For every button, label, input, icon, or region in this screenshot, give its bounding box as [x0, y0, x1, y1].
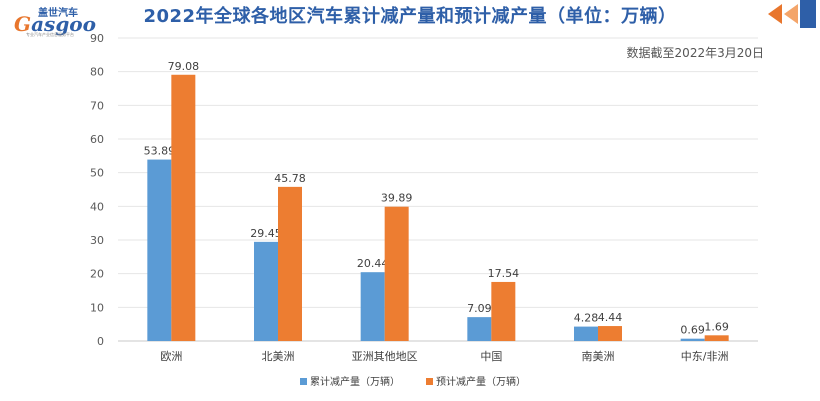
chart-title: 2022年全球各地区汽车累计减产量和预计减产量（单位：万辆） — [143, 6, 677, 27]
data-label: 53.89 — [144, 145, 176, 158]
data-label: 4.28 — [574, 312, 599, 325]
y-tick-label: 40 — [90, 200, 104, 213]
data-label: 4.44 — [598, 311, 623, 324]
x-tick-label: 中国 — [480, 350, 502, 363]
data-label: 0.69 — [680, 324, 705, 337]
data-label: 17.54 — [488, 267, 520, 280]
gasgoo-logo: 盖世汽车 Gasgoo 专业汽车产业信息服务平台 — [12, 4, 102, 38]
bar — [491, 281, 516, 341]
x-tick-label: 中东/非洲 — [681, 350, 729, 363]
y-tick-label: 70 — [90, 99, 104, 112]
y-tick-label: 90 — [90, 32, 104, 45]
y-tick-label: 80 — [90, 66, 104, 79]
logo-chinese-text: 盖世汽车 — [38, 8, 78, 19]
y-tick-label: 60 — [90, 133, 104, 146]
bar — [254, 241, 278, 341]
legend-swatch — [300, 378, 307, 385]
data-label: 79.08 — [168, 60, 200, 73]
bar — [278, 186, 302, 341]
x-tick-label: 北美洲 — [262, 350, 295, 363]
legend-label: 预计减产量（万辆） — [436, 375, 526, 388]
bar — [574, 326, 598, 341]
bar — [704, 335, 729, 341]
bar — [360, 272, 385, 341]
data-label: 1.69 — [704, 320, 729, 333]
data-label: 45.78 — [274, 172, 306, 185]
y-tick-label: 0 — [97, 335, 104, 348]
data-label: 39.89 — [381, 192, 413, 205]
data-date-note: 数据截至2022年3月20日 — [626, 46, 764, 60]
bar — [147, 159, 172, 341]
logo-tagline: 专业汽车产业信息服务平台 — [26, 32, 74, 37]
x-tick-label: 欧洲 — [160, 350, 182, 363]
bar — [171, 74, 196, 341]
legend-label: 累计减产量（万辆） — [310, 375, 400, 388]
bar — [598, 326, 622, 341]
x-tick-label: 南美洲 — [582, 350, 615, 363]
x-tick-label: 亚洲其他地区 — [352, 350, 418, 363]
bar — [680, 338, 705, 341]
y-tick-label: 10 — [90, 301, 104, 314]
data-label: 29.45 — [250, 227, 282, 240]
bar — [467, 317, 492, 341]
logo-english-text: Gasgoo — [14, 12, 96, 36]
data-label: 20.44 — [357, 257, 389, 270]
bar — [384, 206, 409, 341]
y-tick-label: 50 — [90, 167, 104, 180]
y-tick-label: 30 — [90, 234, 104, 247]
data-label: 7.09 — [467, 302, 492, 315]
legend-swatch — [426, 378, 433, 385]
y-tick-label: 20 — [90, 268, 104, 281]
chevron-left-icon[interactable] — [760, 0, 816, 28]
